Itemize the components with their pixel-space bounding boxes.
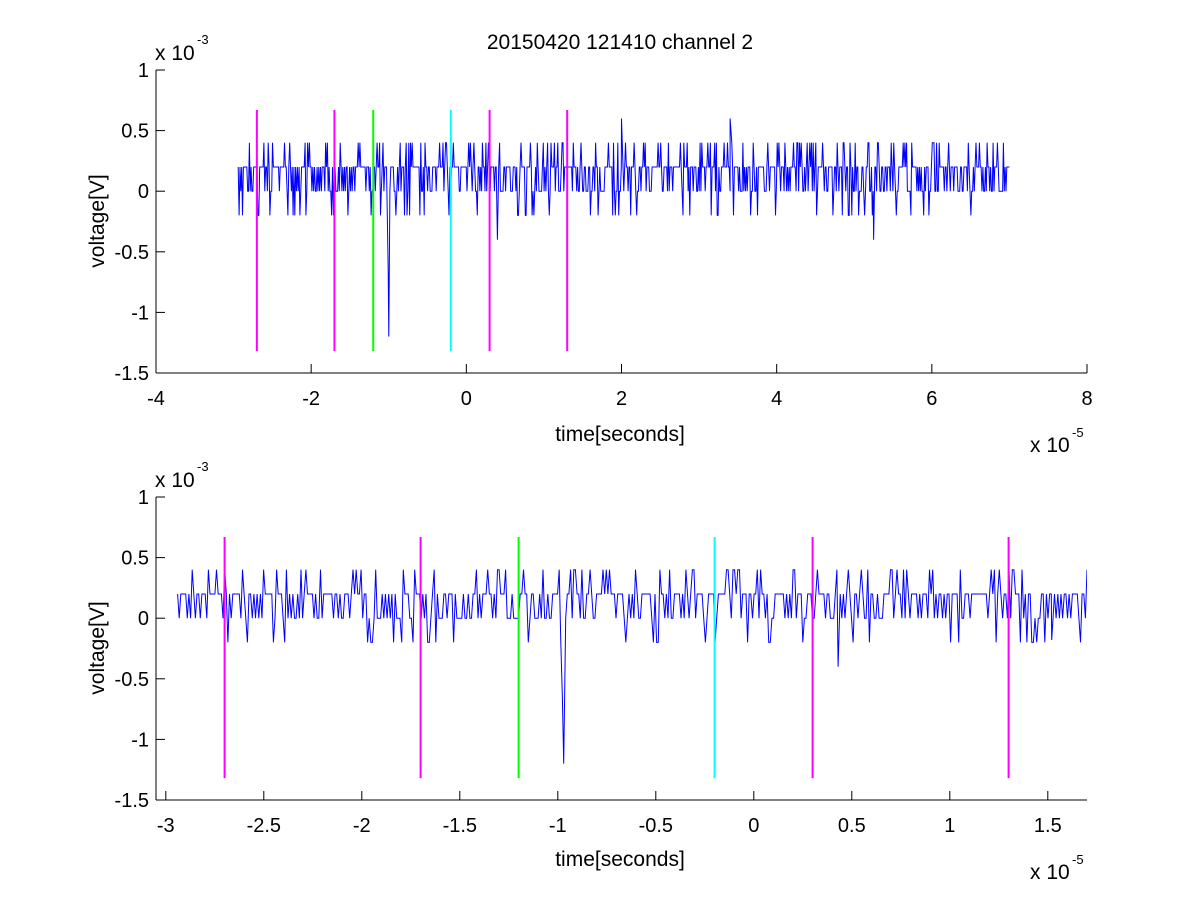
bottom-y-exponent-base: x 10 [155,469,195,492]
bottom-y-tick-label: -0.5 [115,669,149,691]
bottom-series-line-0 [177,569,1087,764]
chart-title: 20150420 121410 channel 2 [487,31,753,54]
top-y-tick-label: -0.5 [115,242,149,264]
top-y-tick-label: -1.5 [115,363,149,385]
bottom-x-tick-label: -2.5 [247,815,281,837]
bottom-x-tick-label: 1.5 [1034,815,1062,837]
top-x-tick-label: 2 [616,388,627,410]
top-x-tick-label: -2 [302,388,320,410]
top-y-exponent-power: -3 [197,32,209,47]
bottom-y-tick-label: 0.5 [121,548,149,570]
top-y-tick-label: -1 [131,302,149,324]
bottom-plot-ticks: -3 -2.5 -2 -1.5 -1 -0.5 0 0.5 1 1.5 -1.5 -1 -0.5 0 0.5… [115,487,1062,837]
top-x-axis-label: time[seconds] [555,423,685,446]
top-y-axis-label: voltage[V] [86,174,109,267]
bottom-y-tick-label: -1.5 [115,790,149,812]
top-x-tick-label: 4 [771,388,782,410]
bottom-x-tick-label: 1 [944,815,955,837]
bottom-y-axis-label: voltage[V] [86,601,109,694]
top-x-tick-label: -4 [147,388,165,410]
top-plot-ticks: -4 -2 0 2 4 6 8 -1.5 -1 -0.5 0 0.5 1 [115,60,1093,410]
top-y-tick-label: 0.5 [121,121,149,143]
top-plot: -4 -2 0 2 4 6 8 -1.5 -1 -0.5 0 0.5 1 time[seconds] v… [86,32,1093,457]
top-plot-markers [255,109,569,352]
bottom-plot-traces [177,569,1087,764]
top-y-tick-label: 0 [138,181,149,203]
bottom-x-axis-label: time[seconds] [555,848,685,871]
bottom-y-exponent-power: -3 [197,459,209,474]
bottom-x-tick-label: 0 [748,815,759,837]
bottom-plot-markers [223,536,1010,779]
bottom-x-tick-label: -2 [353,815,371,837]
bottom-y-tick-label: 0 [138,608,149,630]
bottom-plot-axes [155,497,1087,801]
top-x-exponent-power: -5 [1072,425,1084,440]
top-x-exponent-base: x 10 [1030,434,1070,457]
bottom-x-exponent-power: -5 [1072,852,1084,867]
bottom-x-tick-label: -1.5 [443,815,477,837]
bottom-y-tick-label: -1 [131,729,149,751]
bottom-x-tick-label: -3 [157,815,175,837]
top-y-exponent-base: x 10 [155,42,195,65]
bottom-x-tick-label: -0.5 [639,815,673,837]
top-x-tick-label: 8 [1081,388,1092,410]
top-plot-traces [237,118,1010,337]
top-x-tick-label: 0 [461,388,472,410]
bottom-plot: -3 -2.5 -2 -1.5 -1 -0.5 0 0.5 1 1.5 -1.5 -1 -0.5 0 0.5… [86,459,1087,884]
top-x-tick-label: 6 [926,388,937,410]
bottom-x-exponent-base: x 10 [1030,861,1070,884]
top-y-tick-label: 1 [138,60,149,82]
top-series-line-0 [237,118,1010,337]
bottom-x-tick-label: 0.5 [838,815,866,837]
bottom-x-tick-label: -1 [549,815,567,837]
bottom-y-tick-label: 1 [138,487,149,509]
